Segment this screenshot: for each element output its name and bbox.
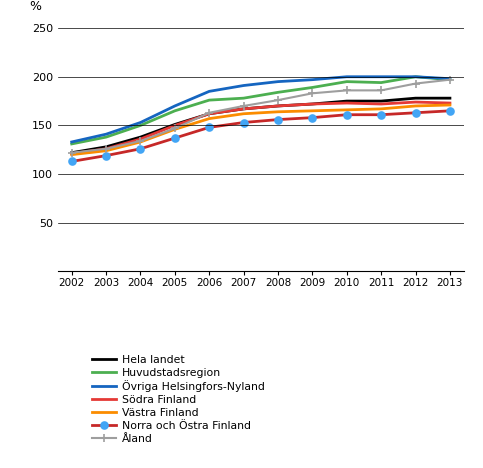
- Norra och Östra Finland: [447, 108, 453, 114]
- Södra Finland: [138, 136, 143, 142]
- Övriga Helsingfors-Nyland: [447, 76, 453, 81]
- Line: Huvudstadsregion: Huvudstadsregion: [71, 77, 450, 144]
- Västra Finland: [206, 116, 212, 121]
- Norra och Östra Finland: [241, 120, 246, 125]
- Åland: [310, 90, 315, 96]
- Övriga Helsingfors-Nyland: [275, 79, 281, 84]
- Norra och Östra Finland: [172, 135, 178, 141]
- Västra Finland: [172, 126, 178, 132]
- Hela landet: [172, 122, 178, 127]
- Västra Finland: [138, 139, 143, 145]
- Södra Finland: [206, 111, 212, 117]
- Åland: [275, 97, 281, 103]
- Legend: Hela landet, Huvudstadsregion, Övriga Helsingfors-Nyland, Södra Finland, Västra : Hela landet, Huvudstadsregion, Övriga He…: [87, 351, 270, 448]
- Västra Finland: [412, 103, 418, 109]
- Huvudstadsregion: [310, 85, 315, 90]
- Line: Södra Finland: Södra Finland: [71, 102, 450, 154]
- Huvudstadsregion: [206, 97, 212, 103]
- Åland: [241, 103, 246, 109]
- Huvudstadsregion: [275, 89, 281, 95]
- Övriga Helsingfors-Nyland: [206, 88, 212, 94]
- Åland: [172, 125, 178, 131]
- Södra Finland: [275, 103, 281, 109]
- Huvudstadsregion: [344, 79, 350, 84]
- Hela landet: [138, 134, 143, 140]
- Norra och Östra Finland: [103, 153, 109, 158]
- Huvudstadsregion: [412, 74, 418, 80]
- Övriga Helsingfors-Nyland: [103, 132, 109, 137]
- Norra och Östra Finland: [275, 117, 281, 123]
- Åland: [412, 81, 418, 87]
- Hela landet: [241, 106, 246, 112]
- Norra och Östra Finland: [206, 124, 212, 130]
- Åland: [206, 110, 212, 116]
- Norra och Östra Finland: [69, 159, 74, 164]
- Övriga Helsingfors-Nyland: [69, 139, 74, 145]
- Hela landet: [344, 98, 350, 104]
- Södra Finland: [310, 101, 315, 107]
- Västra Finland: [378, 106, 384, 112]
- Västra Finland: [69, 152, 74, 157]
- Line: Västra Finland: Västra Finland: [71, 105, 450, 154]
- Västra Finland: [241, 111, 246, 117]
- Västra Finland: [310, 108, 315, 114]
- Norra och Östra Finland: [412, 110, 418, 116]
- Åland: [69, 150, 74, 155]
- Västra Finland: [275, 109, 281, 115]
- Hela landet: [310, 101, 315, 107]
- Åland: [103, 146, 109, 152]
- Södra Finland: [378, 101, 384, 107]
- Åland: [344, 88, 350, 93]
- Södra Finland: [103, 146, 109, 152]
- Övriga Helsingfors-Nyland: [412, 74, 418, 80]
- Hela landet: [206, 111, 212, 117]
- Hela landet: [103, 144, 109, 150]
- Södra Finland: [241, 106, 246, 112]
- Övriga Helsingfors-Nyland: [138, 120, 143, 125]
- Norra och Östra Finland: [344, 112, 350, 117]
- Line: Åland: Åland: [68, 75, 454, 157]
- Övriga Helsingfors-Nyland: [172, 103, 178, 109]
- Norra och Östra Finland: [378, 112, 384, 117]
- Huvudstadsregion: [138, 123, 143, 128]
- Södra Finland: [172, 123, 178, 128]
- Hela landet: [378, 98, 384, 104]
- Övriga Helsingfors-Nyland: [344, 74, 350, 80]
- Huvudstadsregion: [69, 141, 74, 147]
- Södra Finland: [344, 100, 350, 106]
- Norra och Östra Finland: [310, 115, 315, 120]
- Västra Finland: [103, 148, 109, 154]
- Huvudstadsregion: [241, 95, 246, 101]
- Hela landet: [275, 103, 281, 109]
- Övriga Helsingfors-Nyland: [241, 83, 246, 88]
- Övriga Helsingfors-Nyland: [310, 77, 315, 82]
- Hela landet: [69, 150, 74, 155]
- Hela landet: [412, 95, 418, 101]
- Övriga Helsingfors-Nyland: [378, 74, 384, 80]
- Line: Norra och Östra Finland: Norra och Östra Finland: [68, 107, 454, 165]
- Norra och Östra Finland: [138, 146, 143, 152]
- Line: Övriga Helsingfors-Nyland: Övriga Helsingfors-Nyland: [71, 77, 450, 142]
- Åland: [378, 88, 384, 93]
- Line: Hela landet: Hela landet: [71, 98, 450, 153]
- Södra Finland: [412, 99, 418, 105]
- Huvudstadsregion: [172, 108, 178, 114]
- Södra Finland: [69, 151, 74, 156]
- Åland: [447, 77, 453, 82]
- Huvudstadsregion: [447, 77, 453, 82]
- Åland: [138, 138, 143, 144]
- Huvudstadsregion: [103, 134, 109, 140]
- Västra Finland: [344, 107, 350, 113]
- Västra Finland: [447, 102, 453, 108]
- Södra Finland: [447, 100, 453, 106]
- Huvudstadsregion: [378, 80, 384, 85]
- Hela landet: [447, 95, 453, 101]
- Text: %: %: [29, 0, 42, 14]
